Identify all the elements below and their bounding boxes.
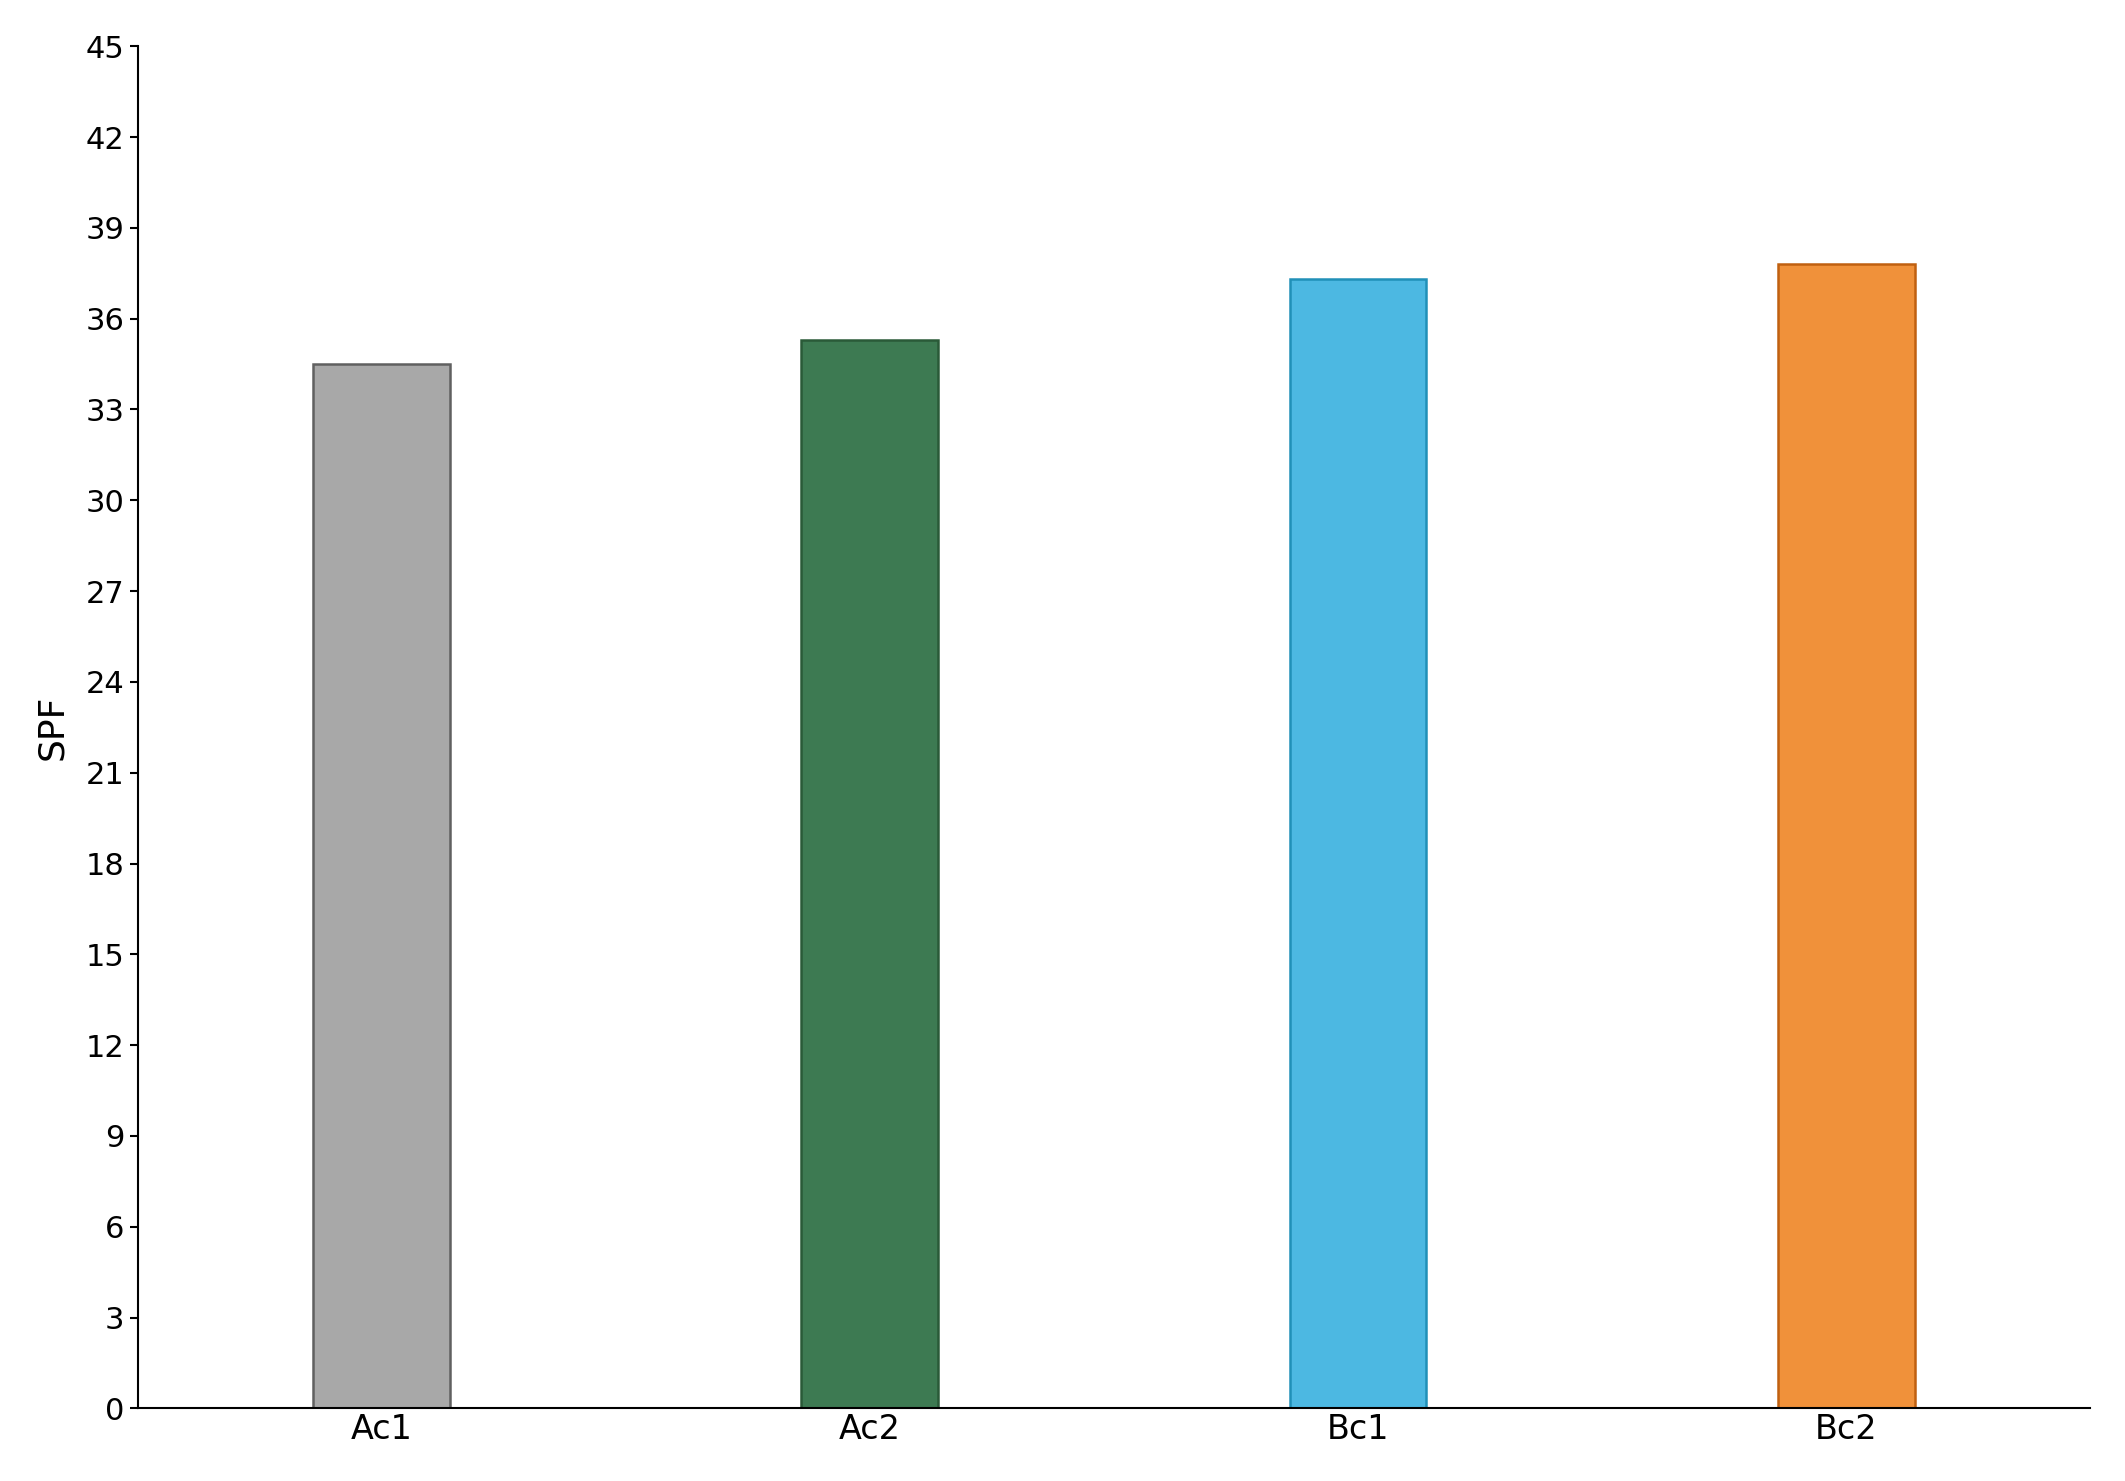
Bar [312, 364, 450, 1408]
Bar [801, 339, 939, 1408]
Bar [1779, 264, 1915, 1408]
Bar [1290, 280, 1426, 1408]
Y-axis label: SPF: SPF [34, 695, 68, 760]
